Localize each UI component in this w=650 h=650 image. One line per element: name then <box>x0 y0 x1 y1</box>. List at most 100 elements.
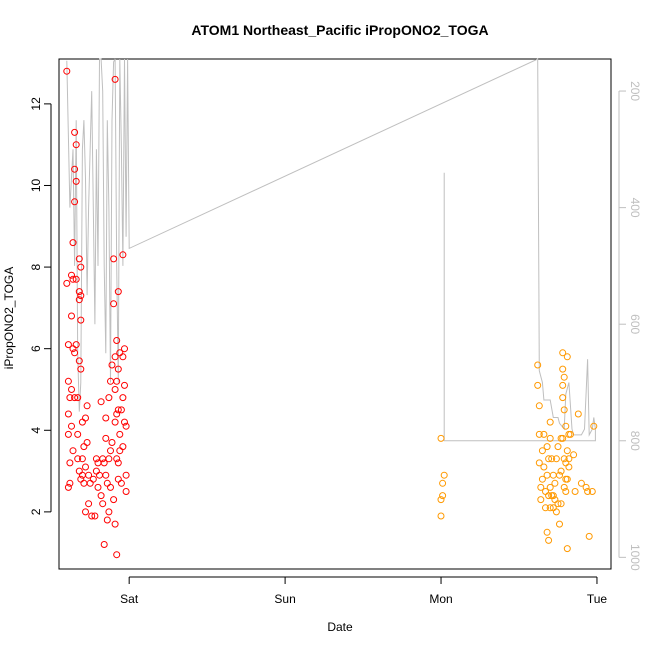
data-point <box>551 496 559 504</box>
data-point <box>77 316 85 324</box>
data-point <box>535 430 543 438</box>
y-axis-label: iPropONO2_TOGA <box>2 267 16 369</box>
data-point <box>574 410 582 418</box>
data-point <box>114 475 122 483</box>
data-point <box>99 500 107 508</box>
data-point <box>537 483 545 491</box>
data-point <box>119 353 127 361</box>
data-point <box>546 483 554 491</box>
data-point <box>110 496 118 504</box>
data-point <box>577 479 585 487</box>
data-point <box>121 381 128 389</box>
data-point <box>113 410 121 418</box>
data-point <box>114 406 122 414</box>
data-point <box>439 492 447 500</box>
data-point <box>69 275 77 283</box>
data-point <box>91 512 99 520</box>
data-point <box>82 508 89 516</box>
data-point <box>559 394 567 402</box>
data-point <box>75 296 83 304</box>
data-point <box>122 488 130 495</box>
data-point <box>546 504 554 512</box>
data-point <box>117 406 125 414</box>
right-tick-label: 400 <box>628 198 642 218</box>
data-point <box>75 467 83 475</box>
data-point <box>111 386 119 393</box>
data-point <box>559 365 567 373</box>
data-point <box>71 128 79 136</box>
data-point <box>535 402 543 410</box>
data-point <box>559 381 567 389</box>
data-point <box>563 545 571 553</box>
data-point <box>557 500 565 508</box>
data-point <box>552 508 560 516</box>
x-tick-label: Sun <box>274 592 295 606</box>
data-point <box>567 430 574 438</box>
data-point <box>85 471 93 479</box>
axes-layer: Sat Sun Mon Tue 2 4 6 8 10 12 200 400 600 800 1000 <box>29 81 642 606</box>
data-point <box>105 394 113 402</box>
data-point <box>113 337 121 344</box>
data-point <box>560 406 568 414</box>
right-tick-label: 1000 <box>628 544 642 571</box>
x-axis-label: Date <box>327 620 353 634</box>
data-point <box>71 394 79 402</box>
data-point <box>571 488 579 495</box>
pressure-line-layer <box>66 58 596 442</box>
data-point <box>559 349 567 357</box>
data-point <box>560 483 568 491</box>
data-point <box>72 177 80 185</box>
data-point <box>565 463 573 471</box>
data-point <box>103 516 111 524</box>
data-point <box>64 410 72 418</box>
points-layer <box>63 67 598 559</box>
data-point <box>64 430 72 438</box>
data-point <box>585 532 593 540</box>
data-point <box>88 512 96 520</box>
data-point <box>562 422 570 430</box>
data-point <box>559 434 567 442</box>
data-point <box>538 475 546 483</box>
data-point <box>105 455 113 463</box>
data-point <box>66 479 74 487</box>
data-point <box>116 430 124 438</box>
data-point <box>534 361 542 369</box>
data-point <box>74 455 82 463</box>
data-point <box>107 447 114 455</box>
right-tick-label: 200 <box>628 81 642 101</box>
data-point <box>107 483 114 491</box>
data-point <box>78 418 86 426</box>
data-point <box>554 443 562 451</box>
data-point <box>111 418 119 426</box>
data-point <box>556 471 563 479</box>
data-point <box>563 475 571 483</box>
data-point <box>570 451 578 459</box>
data-point <box>68 312 75 320</box>
data-point <box>540 430 548 438</box>
data-point <box>437 496 445 504</box>
data-point <box>563 353 571 361</box>
data-point <box>122 422 130 430</box>
data-point <box>551 479 559 487</box>
data-point <box>102 414 110 422</box>
data-point <box>122 471 130 479</box>
data-point <box>83 402 91 410</box>
data-point <box>563 447 571 455</box>
data-point <box>113 551 121 559</box>
data-point <box>97 492 105 500</box>
plot-area <box>58 58 612 570</box>
data-point <box>537 496 545 504</box>
data-point <box>69 239 77 247</box>
data-point <box>77 365 85 373</box>
data-point <box>543 471 551 479</box>
data-point <box>549 492 557 500</box>
data-point <box>72 341 80 349</box>
data-point <box>89 475 97 483</box>
data-point <box>584 488 592 495</box>
data-point <box>437 434 445 442</box>
data-point <box>92 467 100 475</box>
data-point <box>72 275 80 283</box>
data-point <box>535 459 543 467</box>
data-point <box>100 459 108 467</box>
data-point <box>82 463 89 471</box>
